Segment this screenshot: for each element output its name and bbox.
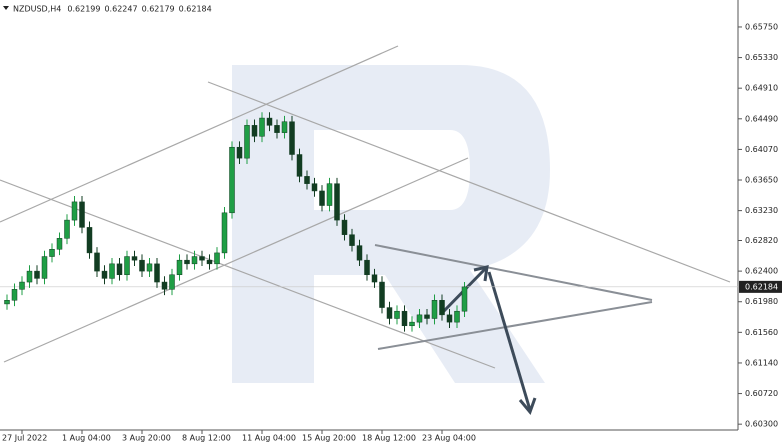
candle-body (79, 201, 85, 228)
header-value: 0.62247 (104, 5, 137, 14)
candle-body (214, 252, 220, 265)
candle-body (416, 314, 423, 323)
header-value: 0.62199 (67, 5, 100, 14)
y-tick-label: 0.61140 (745, 358, 778, 367)
y-tick-label: 0.61980 (745, 297, 778, 306)
candle-body (191, 256, 198, 265)
x-tick-label: 1 Aug 04:00 (62, 434, 111, 443)
y-tick-label: 0.60300 (745, 420, 778, 429)
candle-body (439, 300, 445, 316)
candle-body (19, 281, 25, 290)
current-price-label: 0.62184 (745, 282, 778, 291)
candle-body (296, 154, 303, 177)
triangle-lines (374, 244, 653, 350)
y-tick-label: 0.60720 (745, 389, 778, 398)
x-tick-label: 23 Aug 04:00 (422, 434, 476, 443)
candle-body (244, 125, 250, 159)
candle-body (334, 183, 340, 221)
candle-body (146, 263, 153, 272)
candle-body (221, 212, 228, 254)
candle-body (236, 146, 243, 159)
candle-body (349, 234, 355, 246)
candle-body (161, 281, 168, 290)
candle-body (101, 270, 108, 279)
candle-body (169, 274, 175, 290)
header: NZDUSD,H4 (3, 5, 61, 14)
candle-body (251, 125, 258, 137)
candle-body (319, 190, 325, 206)
candle-body (266, 117, 273, 126)
candle-body (379, 281, 385, 308)
candle-body (364, 259, 370, 276)
y-tick-label: 0.62400 (745, 267, 778, 276)
candle-body (41, 256, 48, 279)
candle-body (401, 310, 408, 327)
candle-body (26, 270, 33, 283)
y-tick-label: 0.64910 (745, 84, 778, 93)
candle-body (199, 256, 205, 261)
x-tick-label: 8 Aug 12:00 (182, 434, 231, 443)
candle-body (86, 227, 93, 254)
y-tick-label: 0.63650 (745, 176, 778, 185)
candle-body (259, 117, 265, 137)
candle-body (454, 310, 460, 323)
candle-body (34, 270, 40, 279)
candle-body (4, 300, 10, 305)
x-tick-label: 3 Aug 20:00 (122, 434, 171, 443)
candle-body (356, 245, 363, 261)
candle-body (109, 263, 115, 279)
candle-body (386, 307, 393, 319)
x-tick-label: 18 Aug 12:00 (362, 434, 416, 443)
candle-body (131, 256, 138, 261)
candle-body (409, 321, 415, 327)
candle-body (371, 274, 378, 283)
candle-body (11, 289, 18, 301)
candle-body (154, 263, 160, 283)
candle-body (281, 121, 288, 133)
candle-body (431, 300, 438, 319)
x-tick-label: 11 Aug 04:00 (242, 434, 296, 443)
candle-body (394, 310, 400, 319)
candle-body (139, 259, 145, 272)
y-tick-label: 0.63230 (745, 206, 778, 215)
candle-body (176, 259, 183, 276)
watermark (232, 65, 550, 383)
current-price-box (739, 280, 782, 293)
candle-body (124, 256, 130, 276)
y-tick-label: 0.62820 (745, 236, 778, 245)
candle-body (206, 259, 213, 265)
candle-body (311, 183, 318, 192)
symbol: NZDUSD,H4 (13, 5, 61, 14)
candle-body (56, 238, 63, 250)
candle-body (424, 314, 430, 319)
candle-body (49, 249, 55, 257)
header-value: 0.62184 (179, 5, 212, 14)
candle-body (116, 263, 123, 276)
candle-body (461, 286, 468, 312)
candle-body (64, 219, 70, 239)
y-tick-label: 0.61560 (745, 328, 778, 337)
y-tick-label: 0.65330 (745, 53, 778, 62)
candle-body (446, 314, 453, 323)
candle-body (274, 125, 280, 133)
candle-body (341, 219, 348, 235)
y-tick-label: 0.64070 (745, 145, 778, 154)
candle-body (94, 252, 100, 272)
header-arrow (3, 6, 9, 10)
y-tick-label: 0.65750 (745, 22, 778, 31)
candle-body (184, 259, 190, 265)
candle-body (304, 176, 310, 184)
candle-body (71, 201, 78, 221)
header-value: 0.62179 (142, 5, 175, 14)
x-tick-label: 15 Aug 20:00 (302, 434, 356, 443)
x-tick-label: 27 Jul 2022 (2, 434, 47, 443)
y-tick-label: 0.64490 (745, 114, 778, 123)
candle-body (289, 121, 295, 155)
candle-body (229, 146, 235, 214)
candle-body (326, 183, 333, 206)
